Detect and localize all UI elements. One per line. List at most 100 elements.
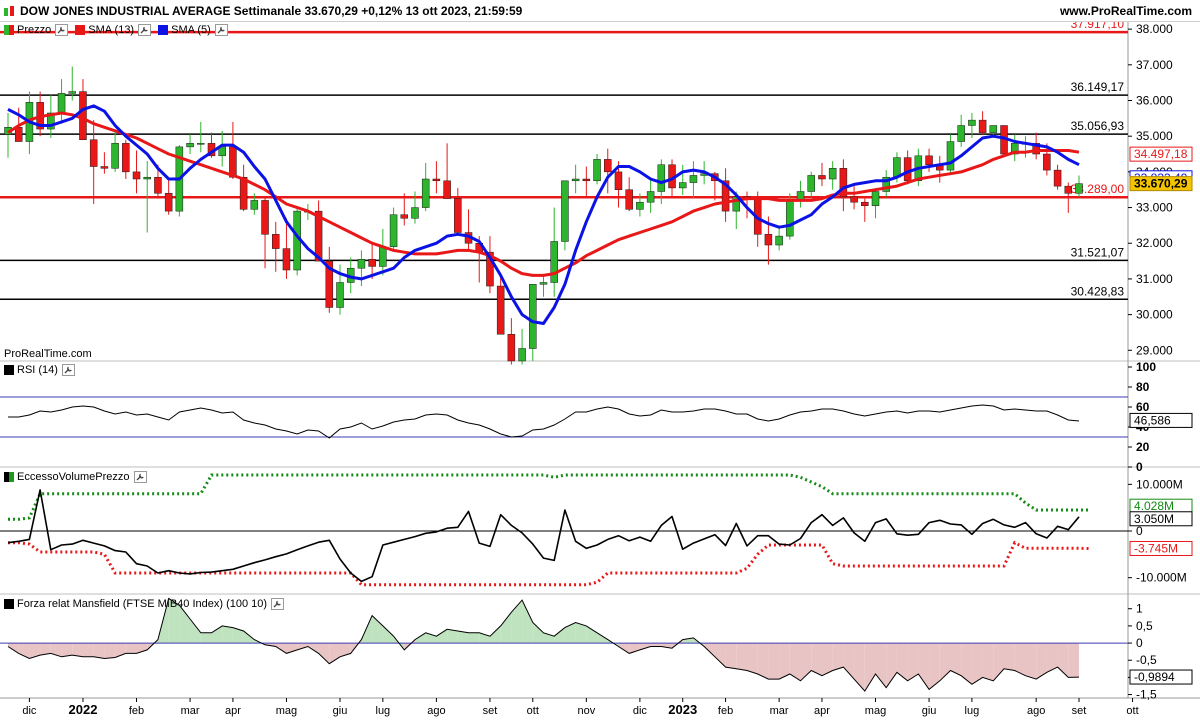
- legend-swatch-rsi: [4, 365, 14, 375]
- x-tick-label: giu: [922, 705, 937, 717]
- x-tick-label: apr: [225, 705, 241, 717]
- mansfield-area-segment: [800, 643, 812, 681]
- candle-body: [593, 159, 601, 182]
- candle-body: [336, 282, 344, 308]
- candle-body: [379, 246, 387, 267]
- mansfield-area-segment: [522, 600, 533, 644]
- mansfield-area-segment: [896, 643, 908, 681]
- candle-body: [443, 180, 451, 199]
- legend-swatch-sma5: [158, 25, 169, 35]
- candle-body: [411, 207, 419, 219]
- mansfield-area-segment: [1025, 643, 1037, 680]
- candle-body: [122, 143, 130, 173]
- rsi-line: [8, 404, 1080, 439]
- mansfield-tick-label: -1,5: [1136, 688, 1157, 702]
- candle-body: [807, 175, 815, 192]
- price-tick-label: 35.000: [1136, 129, 1173, 143]
- mansfield-area-segment: [500, 612, 512, 644]
- level-label: 30.428,83: [1071, 284, 1125, 298]
- volume-last-tag: [1129, 511, 1193, 527]
- mansfield-area-segment: [1068, 643, 1079, 678]
- mansfield-area-segment: [329, 643, 340, 664]
- legend-label-rsi: RSI (14): [17, 364, 58, 376]
- mansfield-area-segment: [243, 631, 255, 644]
- mansfield-legend: Forza relat Mansfield (FTSE MIB40 Index)…: [4, 598, 288, 610]
- price-last-tag-label: 33.670,29: [1134, 177, 1188, 191]
- price-legend: Prezzo SMA (13) SMA (5): [4, 24, 232, 36]
- mansfield-area-segment: [886, 643, 897, 688]
- candle-body: [186, 143, 194, 148]
- x-tick-label: lug: [965, 705, 980, 717]
- wrench-icon[interactable]: [271, 598, 285, 610]
- candle-body: [400, 214, 409, 219]
- candle-body: [229, 146, 237, 178]
- candle-body: [657, 164, 666, 192]
- candle-body: [325, 260, 334, 308]
- legend-swatch-sma13: [75, 25, 86, 35]
- rsi-legend: RSI (14): [4, 364, 79, 376]
- candle-body: [764, 234, 773, 246]
- mansfield-area-segment: [382, 625, 394, 644]
- candle-body: [968, 119, 976, 126]
- mansfield-area-segment: [275, 643, 287, 654]
- level-label: 36.149,17: [1071, 80, 1125, 94]
- mansfield-area-segment: [8, 643, 19, 654]
- mansfield-area-segment: [372, 615, 383, 644]
- x-tick-label: set: [1072, 705, 1087, 717]
- rsi-tick-label: 100: [1136, 360, 1156, 374]
- volume-tick-label: 0: [1136, 524, 1143, 538]
- candle-body: [1043, 153, 1051, 171]
- mansfield-area-segment: [29, 643, 41, 659]
- mansfield-area-segment: [757, 643, 769, 680]
- candle-body: [143, 176, 151, 180]
- lower-band-line: [8, 540, 1090, 587]
- sma13-line: [7, 111, 1080, 277]
- candle-body: [496, 285, 505, 335]
- mansfield-area-segment: [982, 643, 994, 681]
- price-tick-label: 38.000: [1136, 22, 1173, 36]
- candle-body: [154, 176, 162, 194]
- candle-body: [828, 168, 837, 180]
- mansfield-area-segment: [447, 629, 458, 644]
- candle-body: [625, 189, 633, 210]
- rsi-last-tag-label: 46,586: [1134, 413, 1171, 427]
- candle-body: [57, 93, 66, 114]
- mansfield-area-segment: [1036, 643, 1047, 680]
- wrench-icon[interactable]: [214, 24, 228, 36]
- mansfield-area-segment: [200, 632, 212, 644]
- candle-body: [47, 112, 55, 130]
- volume-excess-line: [7, 489, 1080, 583]
- wrench-icon[interactable]: [138, 24, 152, 36]
- x-tick-label: ago: [1027, 705, 1045, 717]
- mansfield-area-segment: [297, 643, 308, 650]
- price-tick-label: 29.000: [1136, 343, 1173, 357]
- mansfield-area-segment: [575, 622, 587, 644]
- mansfield-area-segment: [61, 643, 73, 657]
- mansfield-area-segment: [104, 643, 116, 659]
- sma5-line: [7, 104, 1080, 325]
- x-tick-label: nov: [577, 705, 595, 717]
- candle-body: [978, 119, 987, 133]
- wrench-icon[interactable]: [55, 24, 69, 36]
- mansfield-area-segment: [971, 643, 983, 685]
- candle-body: [454, 198, 462, 233]
- candle-body: [272, 234, 280, 249]
- legend-swatch-price: [4, 25, 14, 35]
- mansfield-area-segment: [875, 643, 887, 688]
- mansfield-area-segment: [490, 625, 501, 644]
- candle-body: [261, 200, 269, 235]
- candle-body: [486, 251, 494, 287]
- candle-body: [111, 143, 119, 169]
- mansfield-area-segment: [714, 643, 726, 668]
- wrench-icon[interactable]: [61, 364, 75, 376]
- candle-body: [282, 248, 291, 271]
- mansfield-area-segment: [747, 643, 758, 674]
- x-tick-label: dic: [633, 705, 648, 717]
- candle-body: [689, 175, 698, 183]
- mansfield-area-segment: [961, 643, 972, 685]
- mansfield-area-segment: [40, 643, 51, 656]
- x-tick-label: apr: [814, 705, 830, 717]
- wrench-icon[interactable]: [133, 471, 147, 483]
- candle-body: [786, 200, 794, 237]
- rsi-tick-label: 20: [1136, 440, 1150, 454]
